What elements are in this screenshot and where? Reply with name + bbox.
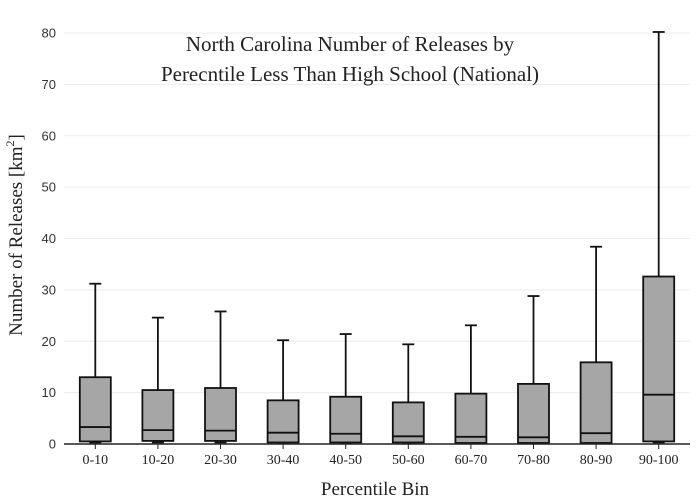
iqr-box — [78, 376, 112, 443]
box-30-40 — [266, 339, 300, 445]
iqr-box — [517, 382, 550, 444]
y-tick-label: 0 — [49, 437, 56, 452]
chart-title-line-1: North Carolina Number of Releases by — [186, 32, 515, 56]
box-10-20 — [141, 316, 175, 444]
y-tick-label: 50 — [42, 180, 56, 195]
box-0-10 — [78, 282, 112, 444]
y-axis-label-main: Number of Releases [km — [6, 146, 27, 336]
chart-title-line-2: Perecntile Less Than High School (Nation… — [161, 62, 539, 86]
iqr-box — [454, 392, 488, 444]
x-tick-label: 50-60 — [392, 453, 425, 468]
y-axis-label-superscript: 2 — [3, 140, 17, 146]
iqr-box — [579, 361, 613, 444]
y-axis-label: Number of Releases [km2] — [3, 134, 27, 336]
y-tick-label: 10 — [42, 385, 56, 400]
grid-lines — [64, 32, 690, 394]
x-axis-ticks: 0-10 10-20 20-30 30-40 40-50 50-60 60-70 70-80 8… — [82, 444, 679, 468]
x-axis-label: Percentile Bin — [321, 479, 430, 500]
box-60-70 — [454, 324, 488, 445]
x-tick-label: 0-10 — [82, 453, 108, 468]
iqr-box — [266, 399, 300, 444]
x-tick-label: 70-80 — [517, 453, 550, 468]
x-tick-label: 90-100 — [639, 453, 679, 468]
iqr-box — [642, 275, 676, 443]
box-90-100 — [642, 31, 676, 444]
y-axis-ticks: 0 10 20 30 40 50 60 70 80 — [42, 26, 56, 452]
x-tick-label: 60-70 — [455, 453, 488, 468]
y-tick-label: 60 — [42, 128, 56, 143]
x-tick-label: 10-20 — [142, 453, 175, 468]
y-axis-label-end: ] — [6, 134, 27, 140]
box-70-80 — [517, 295, 550, 445]
iqr-box — [329, 395, 363, 444]
box-20-30 — [204, 310, 237, 444]
x-tick-label: 30-40 — [267, 453, 300, 468]
x-tick-label: 20-30 — [204, 453, 237, 468]
box-40-50 — [329, 333, 363, 445]
box-50-60 — [391, 343, 425, 445]
x-tick-label: 40-50 — [329, 453, 362, 468]
iqr-box — [204, 387, 237, 442]
y-tick-label: 40 — [42, 231, 56, 246]
iqr-box — [141, 389, 175, 442]
y-tick-label: 20 — [42, 334, 56, 349]
y-tick-label: 70 — [42, 77, 56, 92]
y-tick-label: 30 — [42, 282, 56, 297]
x-tick-label: 80-90 — [580, 453, 613, 468]
box-series — [78, 31, 676, 445]
box-80-90 — [579, 245, 613, 445]
y-tick-label: 80 — [42, 26, 56, 41]
